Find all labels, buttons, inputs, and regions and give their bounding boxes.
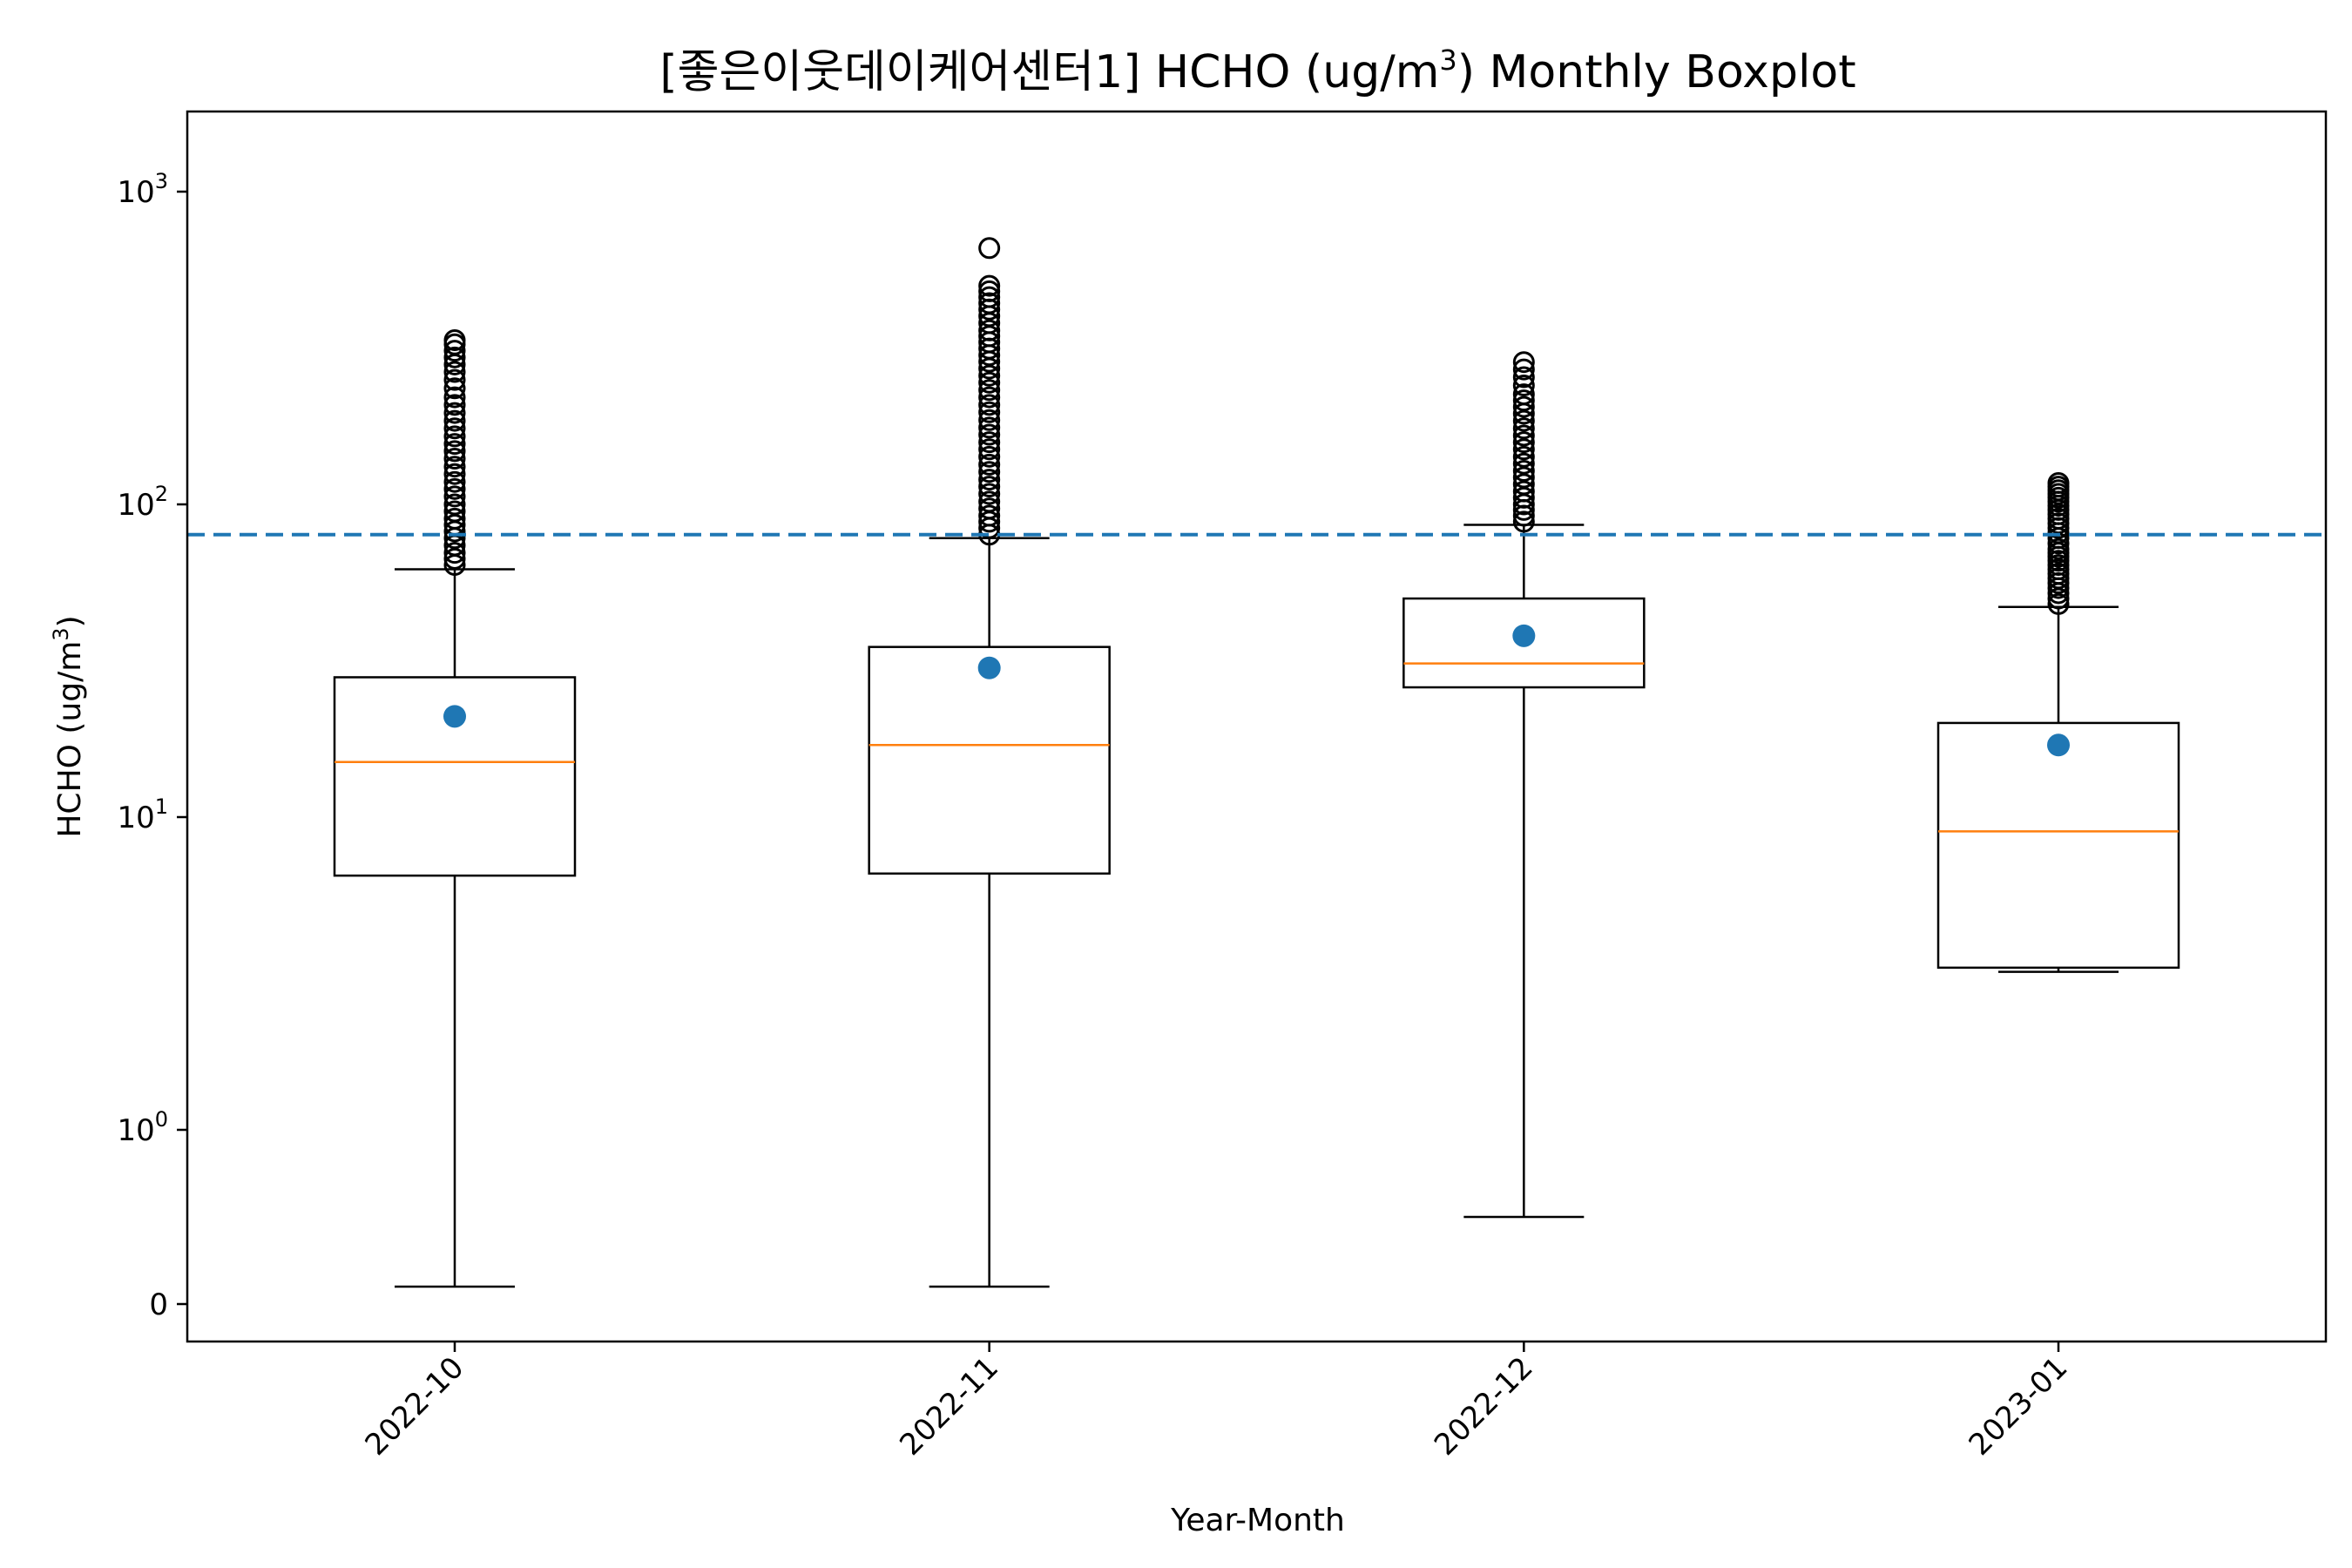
outlier-point — [1512, 358, 1535, 381]
x-axis-label: Year-Month — [1170, 1503, 1345, 1538]
y-tick-label: 103 — [117, 169, 168, 210]
iqr-box — [1402, 597, 1646, 689]
outlier-point — [978, 461, 1001, 483]
outlier-point — [1512, 375, 1535, 397]
outlier-point — [443, 433, 466, 456]
outlier-point — [443, 346, 466, 368]
mean-marker — [977, 656, 1001, 679]
outlier-point — [978, 286, 1001, 308]
chart-title: [좋은이웃데이케어센터1] HCHO (ug/m3) Monthly Boxpl… — [659, 44, 1855, 98]
outlier-point — [978, 423, 1001, 446]
outlier-point — [443, 440, 466, 463]
iqr-box — [868, 645, 1111, 875]
outlier-point — [443, 448, 466, 470]
outlier-point — [1512, 480, 1535, 503]
outlier-point — [443, 394, 466, 416]
outlier-point — [1512, 438, 1535, 461]
outlier-point — [1512, 366, 1535, 389]
outlier-point — [978, 469, 1001, 491]
y-tick-label: 101 — [117, 794, 168, 835]
outlier-point — [978, 371, 1001, 394]
outlier-point — [443, 361, 466, 383]
outlier-point — [443, 329, 466, 352]
outlier-point — [978, 409, 1001, 431]
outlier-point — [1512, 431, 1535, 454]
outlier-point — [443, 425, 466, 448]
outlier-point — [2047, 592, 2070, 615]
outlier-point — [978, 416, 1001, 439]
outlier-point — [443, 542, 466, 564]
outlier-point — [2047, 537, 2070, 560]
y-tick-label: 100 — [117, 1107, 168, 1148]
outlier-point — [443, 493, 466, 516]
outlier-point — [978, 319, 1001, 341]
outlier-point — [978, 445, 1001, 468]
outlier-point — [978, 504, 1001, 527]
outlier-point — [1512, 383, 1535, 406]
outlier-point — [978, 379, 1001, 402]
outlier-point — [978, 237, 1001, 260]
outlier-point — [443, 456, 466, 478]
outlier-point — [1512, 452, 1535, 475]
outlier-point — [443, 470, 466, 493]
outlier-point — [443, 340, 466, 362]
outlier-point — [1512, 417, 1535, 440]
outlier-point — [443, 417, 466, 440]
outlier-point — [443, 463, 466, 485]
outlier-point — [1512, 424, 1535, 447]
outlier-point — [443, 368, 466, 391]
outlier-point — [443, 386, 466, 409]
outlier-point — [1512, 510, 1535, 533]
outlier-point — [443, 547, 466, 570]
outlier-point — [978, 431, 1001, 454]
mean-marker — [1512, 624, 1536, 647]
outlier-point — [978, 476, 1001, 498]
outlier-point — [443, 377, 466, 400]
y-tick-label: 0 — [149, 1288, 168, 1322]
outlier-point — [978, 401, 1001, 423]
outlier-point — [978, 497, 1001, 520]
outlier-point — [1512, 351, 1535, 374]
y-axis: 0 100 101 102 103 — [117, 169, 187, 1322]
outlier-point — [1512, 473, 1535, 496]
outlier-point — [443, 477, 466, 500]
plot-area — [187, 237, 2326, 1288]
outlier-point — [443, 409, 466, 432]
outlier-point — [978, 386, 1001, 409]
mean-marker — [443, 705, 466, 728]
outlier-point — [978, 364, 1001, 387]
outlier-point — [2047, 472, 2070, 495]
outlier-point — [978, 394, 1001, 416]
iqr-box — [333, 676, 577, 877]
outlier-point — [1512, 445, 1535, 468]
box-group-2022-12 — [1402, 351, 1646, 1219]
outlier-point — [978, 292, 1001, 314]
outlier-point — [1512, 460, 1535, 483]
outlier-point — [978, 274, 1001, 297]
outlier-point — [1512, 466, 1535, 489]
outlier-point — [1512, 395, 1535, 418]
outlier-point — [1512, 389, 1535, 412]
axes-frame — [186, 110, 2328, 1343]
y-axis-label: HCHO (ug/m3) — [49, 615, 88, 837]
outlier-point — [978, 280, 1001, 302]
outlier-point — [978, 438, 1001, 461]
box-group-2022-11 — [868, 237, 1111, 1288]
outlier-point — [443, 485, 466, 508]
outlier-point — [978, 490, 1001, 513]
mean-marker — [2047, 733, 2070, 757]
outlier-point — [978, 453, 1001, 476]
outlier-point — [443, 500, 466, 523]
outlier-point — [443, 507, 466, 530]
box-group-2023-01 — [1936, 472, 2180, 973]
outlier-point — [443, 402, 466, 424]
iqr-box — [1936, 721, 2180, 970]
outlier-point — [978, 483, 1001, 505]
y-tick-label: 102 — [117, 482, 168, 523]
